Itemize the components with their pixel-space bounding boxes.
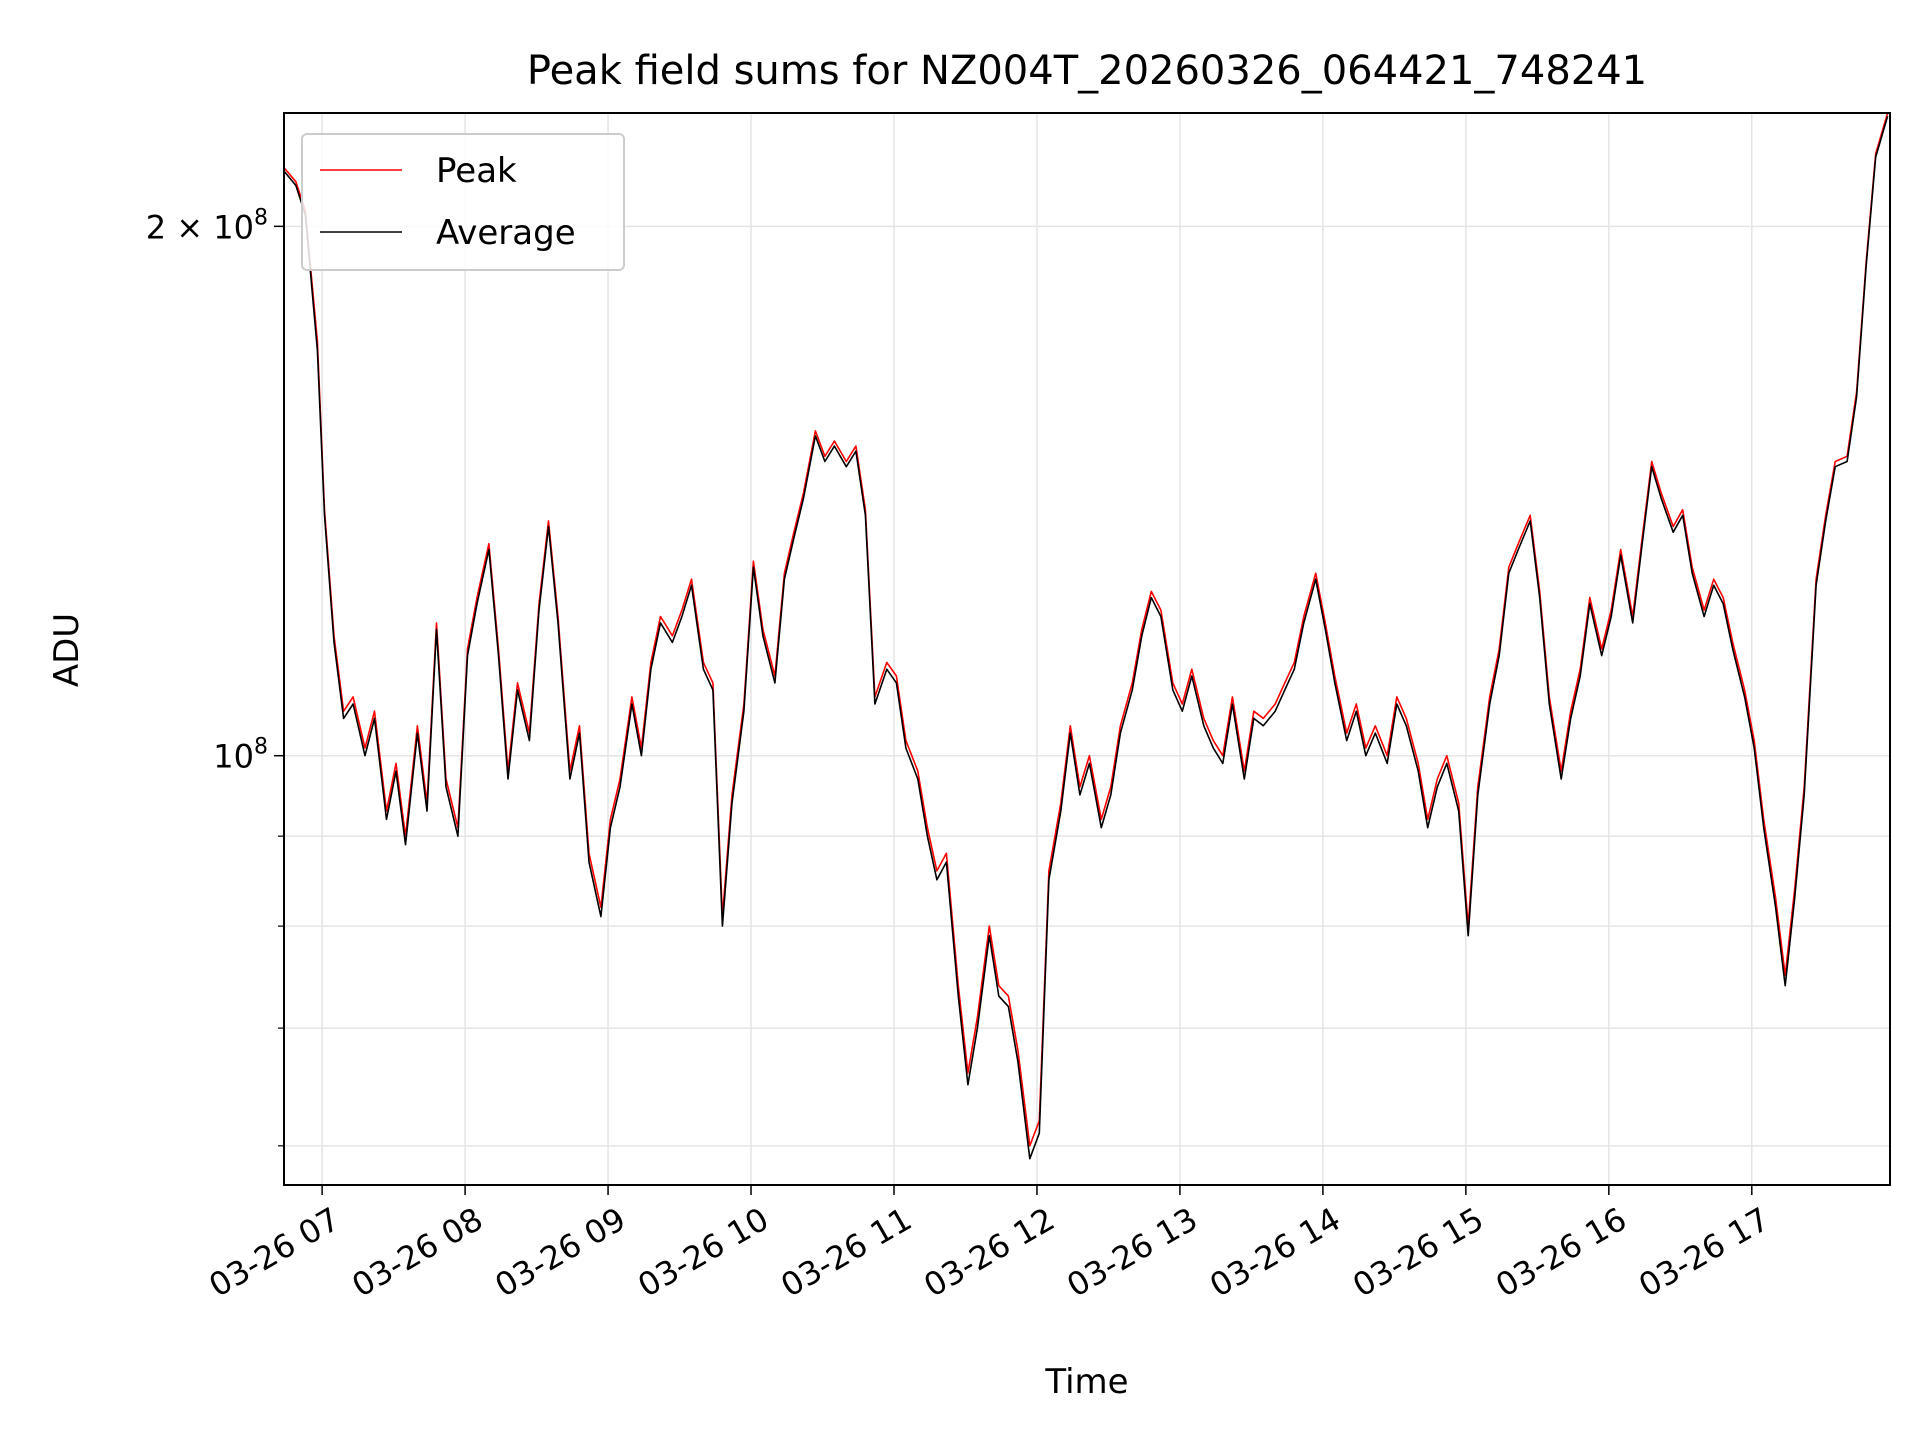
legend-label-peak: Peak — [436, 151, 517, 191]
y-tick-label-exp: 8 — [254, 205, 268, 230]
grid — [284, 113, 1890, 1185]
y-tick-label: 108 — [213, 735, 268, 776]
plot-frame — [283, 112, 1891, 1186]
x-axis-label: Time — [1044, 1362, 1128, 1402]
y-tick-label-exp: 8 — [254, 735, 268, 760]
legend-label-average: Average — [436, 213, 576, 253]
y-tick-label: 2 × 108 — [146, 205, 268, 246]
chart-title: Peak field sums for NZ004T_20260326_0644… — [527, 48, 1647, 94]
y-tick-label-base: 2 × 10 — [146, 208, 254, 246]
legend-box — [301, 133, 625, 271]
plot-lines — [284, 113, 1889, 1160]
y-tick-label-base: 10 — [213, 738, 254, 776]
legend: Peak Average — [301, 133, 625, 271]
series-line-average — [284, 116, 1889, 1160]
y-axis-label: ADU — [47, 613, 87, 687]
